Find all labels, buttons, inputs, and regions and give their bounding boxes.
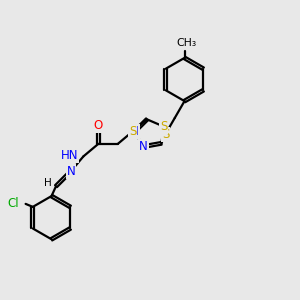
Text: O: O [94, 119, 103, 132]
Text: S: S [160, 120, 167, 133]
Text: N: N [67, 165, 75, 178]
Text: N: N [139, 140, 148, 153]
Text: S: S [129, 125, 136, 138]
Text: N: N [130, 125, 139, 138]
Text: CH₃: CH₃ [176, 38, 196, 48]
Text: HN: HN [61, 149, 78, 162]
Text: H: H [44, 178, 52, 188]
Text: Cl: Cl [7, 197, 19, 210]
Text: S: S [162, 128, 169, 141]
